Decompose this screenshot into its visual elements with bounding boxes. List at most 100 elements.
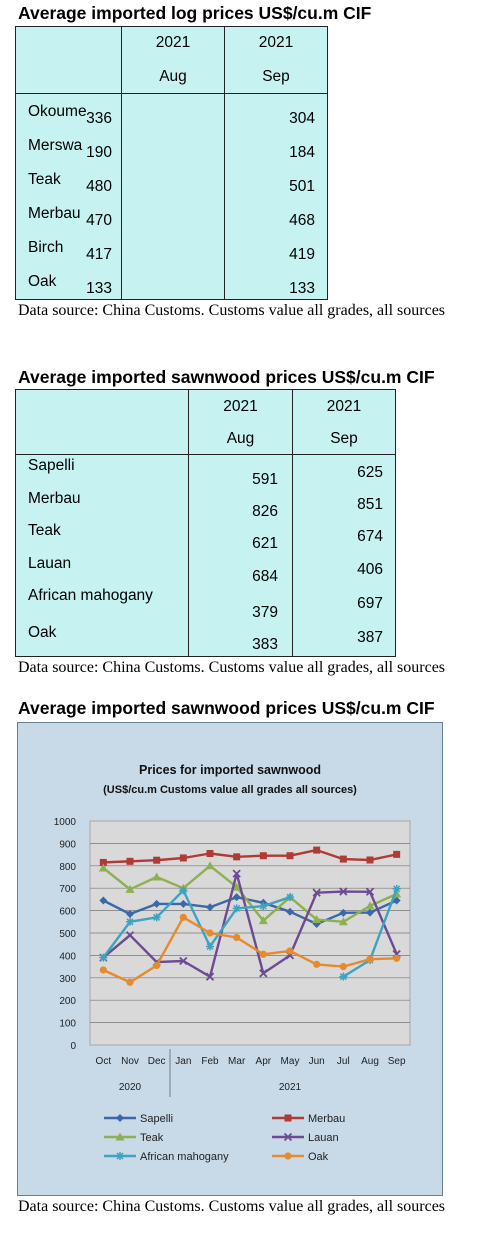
- data-point-african-mahogany: [339, 972, 348, 981]
- x-tick-label: Nov: [121, 1056, 139, 1067]
- data-point-merbau: [259, 852, 267, 860]
- data-point-sapelli: [206, 903, 214, 912]
- row-name-oak: Oak: [28, 624, 57, 641]
- row-name-merbau: Merbau: [28, 490, 81, 507]
- data-point-african-mahogany: [126, 917, 134, 926]
- chart-source: Data source: China Customs. Customs valu…: [18, 1198, 446, 1215]
- data-point-oak: [339, 963, 347, 971]
- data-point-oak: [259, 950, 267, 958]
- row-name-lauan: Lauan: [28, 555, 72, 572]
- series-line-lauan: [102, 872, 398, 978]
- data-point-merbau: [179, 854, 187, 862]
- x-tick-label: Jan: [175, 1056, 191, 1067]
- data-point-lauan: [365, 887, 375, 896]
- col-aug-month: Aug: [159, 68, 187, 85]
- data-point-lauan: [312, 888, 321, 897]
- plot-area: 0 100 200 300 400 500 600 700 800 900 1000 Oct Nov De…: [54, 817, 411, 1097]
- y-tick-label: 200: [59, 996, 76, 1007]
- row-name-okoume: Okoume: [28, 103, 87, 120]
- chart-title: Prices for imported sawnwood: [139, 763, 321, 777]
- cell-oak-aug: 133: [86, 280, 112, 297]
- cell-oak-sep: 133: [289, 280, 315, 297]
- data-point-merbau: [313, 846, 321, 854]
- year-group-label: 2020: [119, 1082, 142, 1093]
- data-point-oak: [153, 961, 161, 970]
- cell-teak-aug: 480: [86, 178, 112, 195]
- data-point-oak: [233, 933, 241, 942]
- chart-legend: Sapelli Merbau Teak Lauan African mahogany Oa…: [104, 1113, 345, 1163]
- y-tick-label: 700: [59, 884, 76, 895]
- data-point-sapelli: [232, 893, 241, 902]
- data-point-oak: [126, 978, 134, 986]
- x-tick-label: Feb: [201, 1056, 219, 1067]
- cell-birch-aug: 417: [86, 246, 112, 263]
- data-point-merbau: [99, 858, 107, 866]
- chart-frame: Prices for imported sawnwood (US$/cu.m C…: [17, 722, 443, 1196]
- data-point-sapelli: [179, 899, 188, 908]
- data-point-oak: [366, 955, 374, 963]
- row-name-sapelli: Sapelli: [28, 457, 75, 474]
- cell-lauan-aug: 684: [252, 568, 278, 585]
- chart-heading: Average imported sawnwood prices US$/cu.…: [18, 698, 435, 718]
- y-tick-label: 500: [59, 929, 76, 940]
- legend-label-african-mahogany: African mahogany: [140, 1151, 229, 1163]
- y-tick-label: 1000: [54, 817, 77, 828]
- x-tick-label: Apr: [256, 1056, 272, 1067]
- data-point-sapelli: [339, 908, 348, 917]
- row-name-teak: Teak: [28, 171, 61, 188]
- col-sep-year: 2021: [326, 398, 362, 415]
- data-point-sapelli: [99, 896, 108, 905]
- cell-sapelli-aug: 591: [252, 471, 278, 488]
- header-divider: [16, 93, 327, 94]
- cell-merbau-sep: 851: [357, 496, 383, 513]
- row-name-birch: Birch: [28, 239, 64, 256]
- data-point-sapelli: [126, 909, 134, 918]
- cell-teak-sep: 674: [357, 528, 383, 545]
- data-point-sapelli: [286, 907, 294, 916]
- legend-label-merbau: Merbau: [308, 1113, 345, 1125]
- data-point-african-mahogany: [259, 902, 268, 911]
- y-tick-label: 100: [59, 1019, 76, 1030]
- series-line-sapelli: [102, 896, 398, 926]
- log-price-table: 2021 Aug 2021 Sep Okoume 336 304 Merswa …: [15, 26, 328, 300]
- data-point-oak: [286, 947, 294, 955]
- data-point-teak: [125, 884, 135, 893]
- row-name-merbau: Merbau: [28, 205, 81, 222]
- data-point-african-mahogany: [179, 886, 188, 895]
- column-divider: [292, 390, 293, 656]
- row-name-merswa: Merswa: [28, 137, 83, 154]
- y-tick-label: 900: [59, 839, 76, 850]
- data-point-teak: [152, 872, 162, 881]
- x-tick-label: Jun: [309, 1056, 325, 1067]
- cell-african-mahogany-aug: 379: [252, 604, 278, 621]
- sawn-table-source: Data source: China Customs. Customs valu…: [18, 659, 446, 676]
- cell-teak-sep: 501: [289, 178, 315, 195]
- data-point-teak: [205, 861, 215, 870]
- data-point-merbau: [286, 852, 294, 860]
- y-tick-label: 0: [70, 1041, 76, 1052]
- data-point-merbau: [233, 853, 241, 861]
- col-aug-year: 2021: [155, 34, 191, 51]
- chart-subtitle: (US$/cu.m Customs value all grades all s…: [103, 784, 357, 796]
- data-point-teak: [338, 917, 348, 926]
- data-point-teak: [98, 863, 108, 872]
- data-point-merbau: [206, 849, 214, 857]
- sawnwood-price-table: 2021 Aug 2021 Sep Sapelli 591 625 Merbau…: [15, 389, 396, 657]
- data-point-african-mahogany: [232, 904, 241, 913]
- cell-birch-sep: 419: [289, 246, 315, 263]
- y-tick-label: 300: [59, 974, 76, 985]
- legend-marker-african-mahogany: [116, 1152, 124, 1160]
- data-point-teak: [312, 915, 322, 924]
- cell-oak-aug: 383: [252, 636, 278, 653]
- row-name-teak: Teak: [28, 522, 61, 539]
- x-tick-label: Sep: [388, 1056, 406, 1067]
- y-tick-label: 400: [59, 951, 76, 962]
- cell-okoume-aug: 336: [86, 110, 112, 127]
- data-point-sapelli: [312, 920, 321, 929]
- legend-label-sapelli: Sapelli: [140, 1113, 173, 1125]
- log-table-heading: Average imported log prices US$/cu.m CIF: [18, 3, 372, 23]
- x-tick-label: Aug: [361, 1056, 379, 1067]
- data-point-african-mahogany: [152, 913, 161, 922]
- cell-merswa-aug: 190: [86, 144, 112, 161]
- col-aug-month: Aug: [226, 430, 255, 447]
